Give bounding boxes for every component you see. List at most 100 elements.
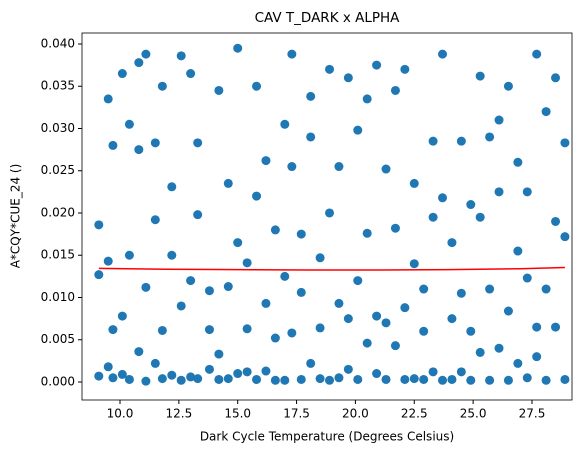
- point: [428, 212, 438, 222]
- point: [134, 58, 144, 68]
- y-axis-label: A*CQY*CUE_24 (): [9, 164, 23, 269]
- point: [306, 132, 316, 142]
- point: [409, 259, 419, 269]
- point: [124, 374, 134, 384]
- point: [409, 374, 419, 384]
- x-axis-label: Dark Cycle Temperature (Degrees Celsius): [200, 430, 454, 444]
- point: [541, 375, 551, 385]
- point: [141, 49, 151, 59]
- point: [343, 73, 353, 83]
- point: [560, 138, 570, 148]
- point: [150, 215, 160, 225]
- point: [541, 284, 551, 294]
- point: [485, 132, 495, 142]
- point: [134, 145, 144, 155]
- point: [447, 374, 457, 384]
- point: [390, 223, 400, 233]
- point: [167, 250, 177, 260]
- point: [532, 322, 542, 332]
- point: [157, 81, 167, 91]
- point: [438, 193, 448, 203]
- point: [108, 325, 118, 335]
- point: [522, 373, 532, 383]
- point: [214, 349, 224, 359]
- point: [94, 371, 104, 381]
- point: [204, 364, 214, 374]
- point: [466, 375, 476, 385]
- point: [233, 43, 243, 53]
- point: [409, 178, 419, 188]
- point: [372, 311, 382, 321]
- point: [108, 140, 118, 150]
- point: [560, 374, 570, 384]
- point: [494, 115, 504, 125]
- point: [372, 369, 382, 379]
- point: [193, 374, 203, 384]
- point: [141, 376, 151, 386]
- point: [287, 162, 297, 172]
- point: [456, 367, 466, 377]
- point: [280, 119, 290, 129]
- x-tick-label: 12.5: [165, 407, 192, 421]
- point: [513, 157, 523, 167]
- y-tick-label: 0.010: [41, 290, 75, 304]
- point: [94, 270, 104, 280]
- point: [223, 282, 233, 292]
- point: [117, 369, 127, 379]
- point: [343, 314, 353, 324]
- point: [124, 250, 134, 260]
- point: [186, 372, 196, 382]
- x-tick-label: 22.5: [401, 407, 428, 421]
- point: [306, 91, 316, 101]
- y-tick-label: 0.000: [41, 375, 75, 389]
- y-tick-label: 0.035: [41, 79, 75, 93]
- point: [117, 69, 127, 79]
- point: [522, 273, 532, 283]
- point: [513, 358, 523, 368]
- point: [343, 364, 353, 374]
- point: [223, 178, 233, 188]
- point: [214, 85, 224, 95]
- y-tick-label: 0.005: [41, 332, 75, 346]
- point: [117, 311, 127, 321]
- point: [494, 343, 504, 353]
- point: [103, 256, 113, 266]
- point: [334, 162, 344, 172]
- point: [150, 358, 160, 368]
- x-tick-label: 20.0: [342, 407, 369, 421]
- point: [176, 51, 186, 61]
- point: [176, 301, 186, 311]
- point: [242, 324, 252, 334]
- point: [485, 375, 495, 385]
- x-tick-label: 27.5: [519, 407, 546, 421]
- point: [223, 374, 233, 384]
- point: [381, 164, 391, 174]
- point: [108, 373, 118, 383]
- point: [261, 366, 271, 376]
- point: [287, 328, 297, 338]
- point: [280, 375, 290, 385]
- point: [532, 352, 542, 362]
- point: [381, 374, 391, 384]
- point: [214, 374, 224, 384]
- point: [390, 341, 400, 351]
- point: [261, 156, 271, 166]
- point: [362, 94, 372, 104]
- point: [353, 276, 363, 286]
- point: [204, 325, 214, 335]
- point: [475, 347, 485, 357]
- point: [362, 338, 372, 348]
- point: [503, 375, 513, 385]
- point: [252, 374, 262, 384]
- point: [551, 322, 561, 332]
- point: [306, 358, 316, 368]
- point: [176, 375, 186, 385]
- point: [560, 232, 570, 242]
- point: [362, 228, 372, 238]
- point: [400, 303, 410, 313]
- point: [466, 200, 476, 210]
- point: [157, 374, 167, 384]
- y-tick-label: 0.025: [41, 163, 75, 177]
